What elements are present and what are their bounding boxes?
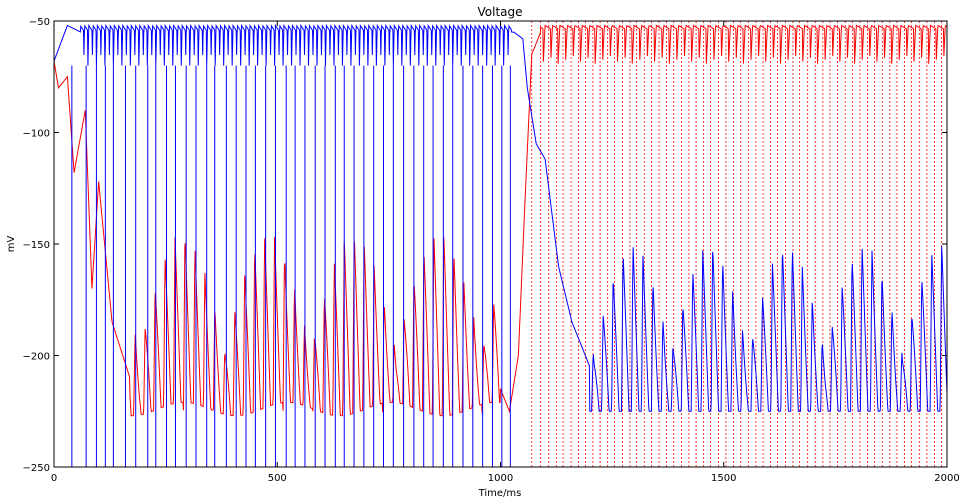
plot-content: [54, 21, 947, 467]
x-tick-label: 2000: [934, 473, 959, 484]
x-tick-label: 500: [268, 473, 287, 484]
x-tick-label: 1000: [488, 473, 513, 484]
red-voltage-trace: [54, 24, 947, 417]
x-axis-label: Time/ms: [478, 488, 522, 499]
axes: 0 500 1000 1500 2000 −250 −200 −150 −100 −50: [23, 17, 960, 484]
y-tick-label: −50: [29, 17, 50, 28]
y-tick-label: −100: [23, 129, 50, 140]
x-tick-label: 1500: [711, 473, 736, 484]
y-tick-label: −150: [23, 240, 50, 251]
y-tick-label: −200: [23, 352, 50, 363]
chart-title: Voltage: [477, 5, 522, 19]
y-axis-label: mV: [6, 236, 17, 253]
x-tick-label: 0: [51, 473, 57, 484]
y-tick-label: −250: [23, 463, 50, 474]
